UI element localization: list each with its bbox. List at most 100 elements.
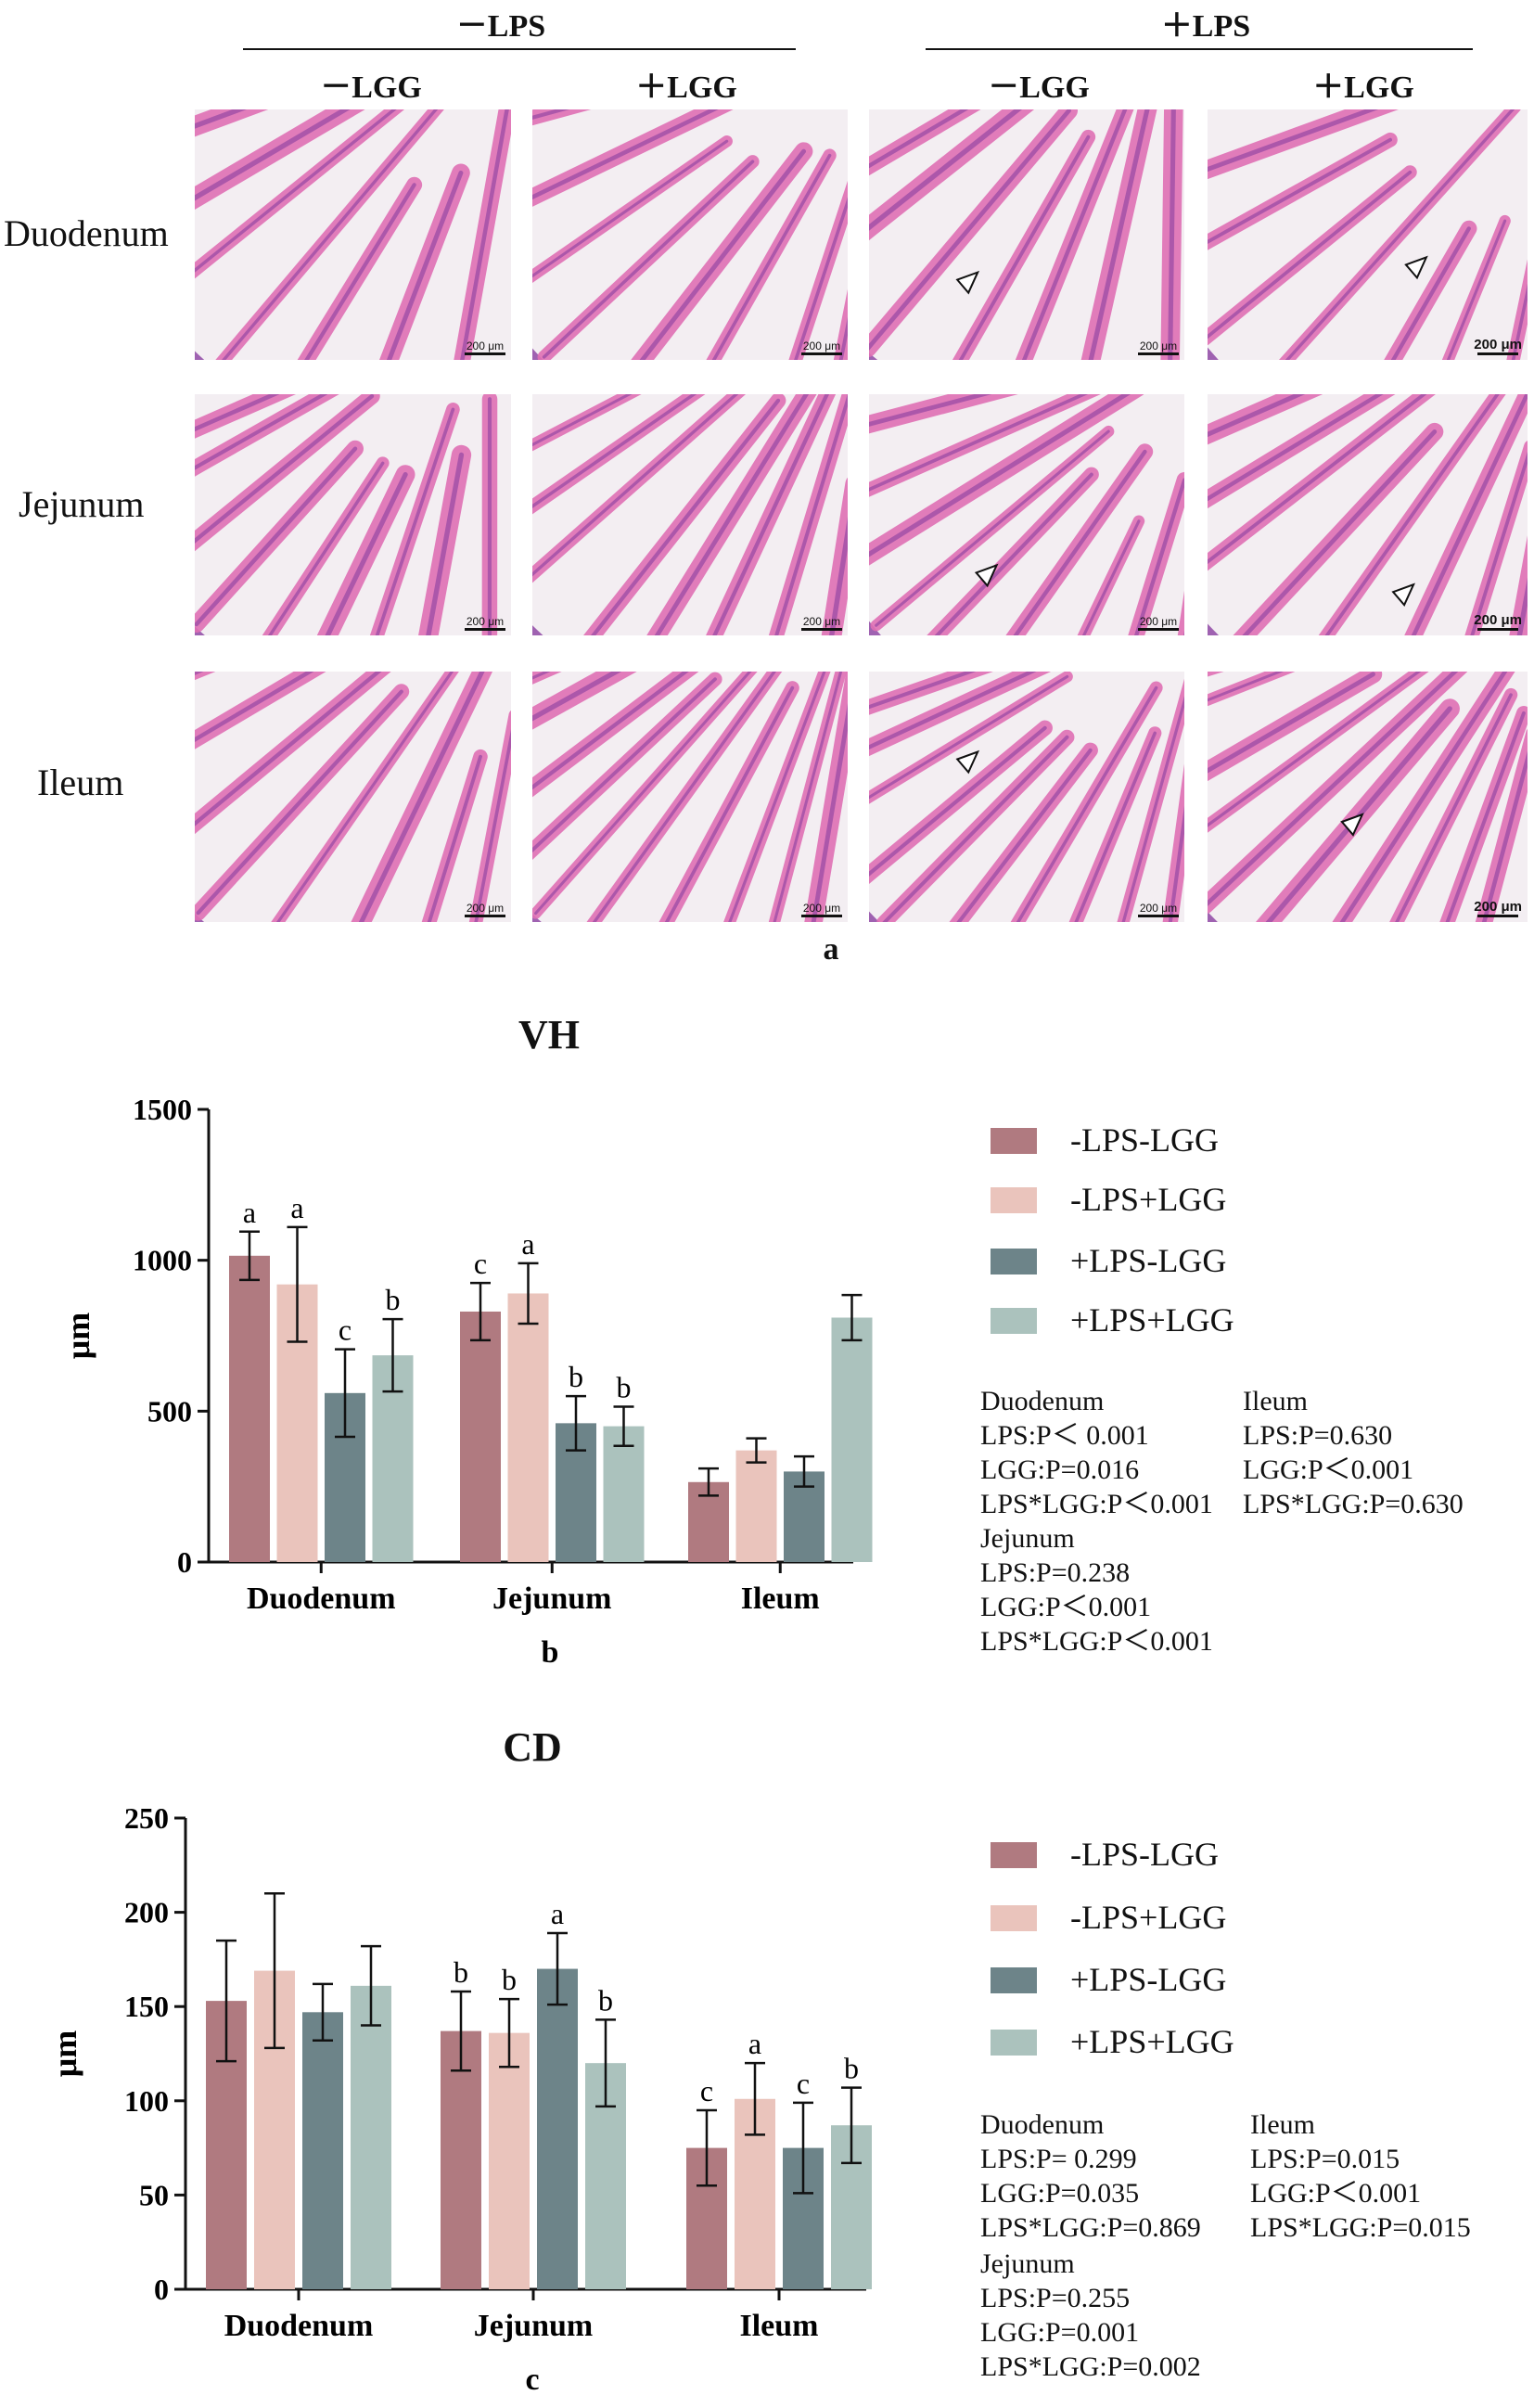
scale-bar-label: 200 μm — [1474, 612, 1522, 628]
significance-letter: a — [290, 1191, 303, 1224]
cd-stats-duodenum-interaction: LPS*LGG:P=0.869 — [980, 2212, 1201, 2243]
cd-legend-label-1: -LPS-LGG — [1070, 1836, 1219, 1873]
bar — [735, 1450, 777, 1562]
scale-bar-line — [465, 628, 505, 631]
scale-bar-label: 200 μm — [802, 615, 841, 628]
scale-bar-label: 200 μm — [802, 902, 841, 915]
scale-bar-label: 200 μm — [1474, 899, 1522, 915]
column-header-3: －LGG — [988, 70, 1090, 105]
scale-bar-label: 200 μm — [466, 339, 505, 352]
significance-letter: b — [454, 1955, 468, 1989]
significance-letter: a — [748, 2027, 761, 2060]
cd-legend-swatch-3 — [991, 1967, 1037, 1993]
scale-bar-label: 200 μm — [802, 339, 841, 352]
cd-legend-swatch-2 — [991, 1905, 1037, 1931]
cd-stats-duodenum: Duodenum LPS:P= 0.299 LGG:P=0.035 LPS*LG… — [980, 2107, 1201, 2245]
scale-bar-label: 200 μm — [1474, 337, 1522, 352]
vh-legend-swatch-4 — [991, 1308, 1037, 1334]
cd-stats-jejunum: Jejunum LPS:P=0.255 LGG:P=0.001 LPS*LGG:… — [980, 2247, 1201, 2384]
cd-stats-ileum-lps: LPS:P=0.015 — [1250, 2144, 1400, 2174]
cd-legend: -LPS-LGG -LPS+LGG +LPS-LGG +LPS+LGG — [991, 1836, 1297, 2060]
row-label-duodenum: Duodenum — [4, 212, 169, 254]
y-axis-label: μm — [46, 2030, 83, 2077]
cd-bar-chart: 0 50 100 150 200 250 μm Duodenum Jejunum b b a b Ileu… — [46, 1801, 872, 2397]
column-header-1: －LGG — [320, 70, 422, 105]
significance-letter: b — [502, 1963, 517, 1996]
scale-bar: 200 μm — [1138, 902, 1179, 918]
bar — [229, 1255, 270, 1562]
vh-legend: -LPS-LGG -LPS+LGG +LPS-LGG +LPS+LGG — [991, 1121, 1297, 1338]
vh-stats-jejunum-heading: Jejunum — [980, 1523, 1075, 1554]
vh-stats-ileum-interaction: LPS*LGG:P=0.630 — [1243, 1489, 1464, 1519]
cd-stats-jejunum-interaction: LPS*LGG:P=0.002 — [980, 2351, 1201, 2382]
cd-legend-swatch-1 — [991, 1842, 1037, 1868]
scale-bar-line — [801, 915, 842, 917]
group-divider-plus-lps — [926, 48, 1473, 50]
significance-letter: b — [617, 1370, 632, 1403]
vh-stats-ileum-lps: LPS:P=0.630 — [1243, 1420, 1393, 1451]
bar — [507, 1293, 549, 1562]
vh-legend-swatch-2 — [991, 1187, 1037, 1213]
histology-image-jejunum-minus-lps-minus-lgg: 200 μm — [195, 394, 511, 635]
vh-stats-duodenum-heading: Duodenum — [980, 1386, 1105, 1416]
row-label-ileum: Ileum — [37, 762, 124, 803]
cd-stats-duodenum-heading: Duodenum — [980, 2109, 1105, 2140]
vh-legend-label-3: +LPS-LGG — [1070, 1242, 1227, 1279]
scale-bar: 200 μm — [1474, 612, 1522, 632]
vh-stats-jejunum: Jejunum LPS:P=0.238 LGG:P＜0.001 LPS*LGG:… — [980, 1521, 1213, 1659]
y-tick-label: 0 — [177, 1545, 192, 1579]
panel-label: b — [542, 1635, 559, 1670]
cd-stats-ileum-heading: Ileum — [1250, 2109, 1315, 2140]
y-tick-label: 150 — [124, 1990, 169, 2023]
group-divider-minus-lps — [243, 48, 796, 50]
y-axis-label: μm — [59, 1313, 96, 1359]
x-tick-label: Duodenum — [247, 1582, 396, 1616]
cd-stats-ileum: Ileum LPS:P=0.015 LGG:P＜0.001 LPS*LGG:P=… — [1250, 2107, 1471, 2245]
cd-stats-duodenum-lgg: LGG:P=0.035 — [980, 2178, 1140, 2209]
scale-bar-line — [1138, 915, 1179, 917]
vh-stats-duodenum-lgg: LGG:P=0.016 — [980, 1454, 1140, 1485]
significance-letter: a — [243, 1196, 256, 1229]
cd-stats-jejunum-heading: Jejunum — [980, 2248, 1075, 2279]
vh-legend-swatch-1 — [991, 1128, 1037, 1154]
histology-image-jejunum-plus-lps-minus-lgg: 200 μm — [869, 394, 1184, 635]
bar — [351, 1985, 391, 2289]
column-header-2: ＋LGG — [635, 70, 737, 105]
scale-bar-label: 200 μm — [1139, 615, 1178, 628]
bar — [460, 1311, 501, 1562]
scale-bar: 200 μm — [1474, 899, 1522, 918]
column-header-4: ＋LGG — [1312, 70, 1414, 105]
scale-bar-line — [1477, 915, 1519, 917]
y-tick-label: 0 — [154, 2273, 169, 2306]
scale-bar-label: 200 μm — [466, 902, 505, 915]
significance-letter: a — [521, 1227, 534, 1261]
cd-stats-jejunum-lps: LPS:P=0.255 — [980, 2283, 1131, 2313]
y-tick-label: 1000 — [133, 1244, 192, 1277]
panel-label-a: a — [823, 932, 839, 967]
histology-image-jejunum-plus-lps-plus-lgg: 200 μm — [1208, 394, 1528, 635]
histology-image-duodenum-plus-lps-minus-lgg: 200 μm — [869, 109, 1184, 360]
panel-label: c — [525, 2363, 539, 2397]
scale-bar: 200 μm — [801, 615, 842, 632]
histology-image-jejunum-minus-lps-plus-lgg: 200 μm — [532, 394, 848, 635]
scale-bar-label: 200 μm — [1139, 902, 1178, 915]
scale-bar: 200 μm — [1474, 337, 1522, 356]
cd-stats-ileum-lgg: LGG:P＜0.001 — [1250, 2178, 1422, 2209]
significance-letter: c — [339, 1313, 352, 1347]
histology-image-duodenum-minus-lps-minus-lgg: 200 μm — [195, 109, 511, 360]
vh-legend-swatch-3 — [991, 1249, 1037, 1274]
vh-stats-duodenum-interaction: LPS*LGG:P＜0.001 — [980, 1489, 1213, 1519]
significance-letter: c — [474, 1247, 487, 1280]
vh-stats-ileum: Ileum LPS:P=0.630 LGG:P＜0.001 LPS*LGG:P=… — [1243, 1384, 1464, 1521]
chart-title-vh: VH — [518, 1012, 580, 1057]
scale-bar: 200 μm — [465, 615, 505, 632]
significance-letter: b — [569, 1360, 583, 1393]
histology-image-ileum-minus-lps-minus-lgg: 200 μm — [195, 672, 511, 922]
y-tick-label: 50 — [139, 2178, 169, 2211]
vh-stats-jejunum-lps: LPS:P=0.238 — [980, 1557, 1131, 1588]
x-tick-label: Jejunum — [492, 1582, 611, 1616]
scale-bar-line — [1477, 352, 1519, 355]
scale-bar: 200 μm — [465, 339, 505, 356]
cd-legend-label-2: -LPS+LGG — [1070, 1899, 1227, 1936]
scale-bar-line — [465, 915, 505, 917]
